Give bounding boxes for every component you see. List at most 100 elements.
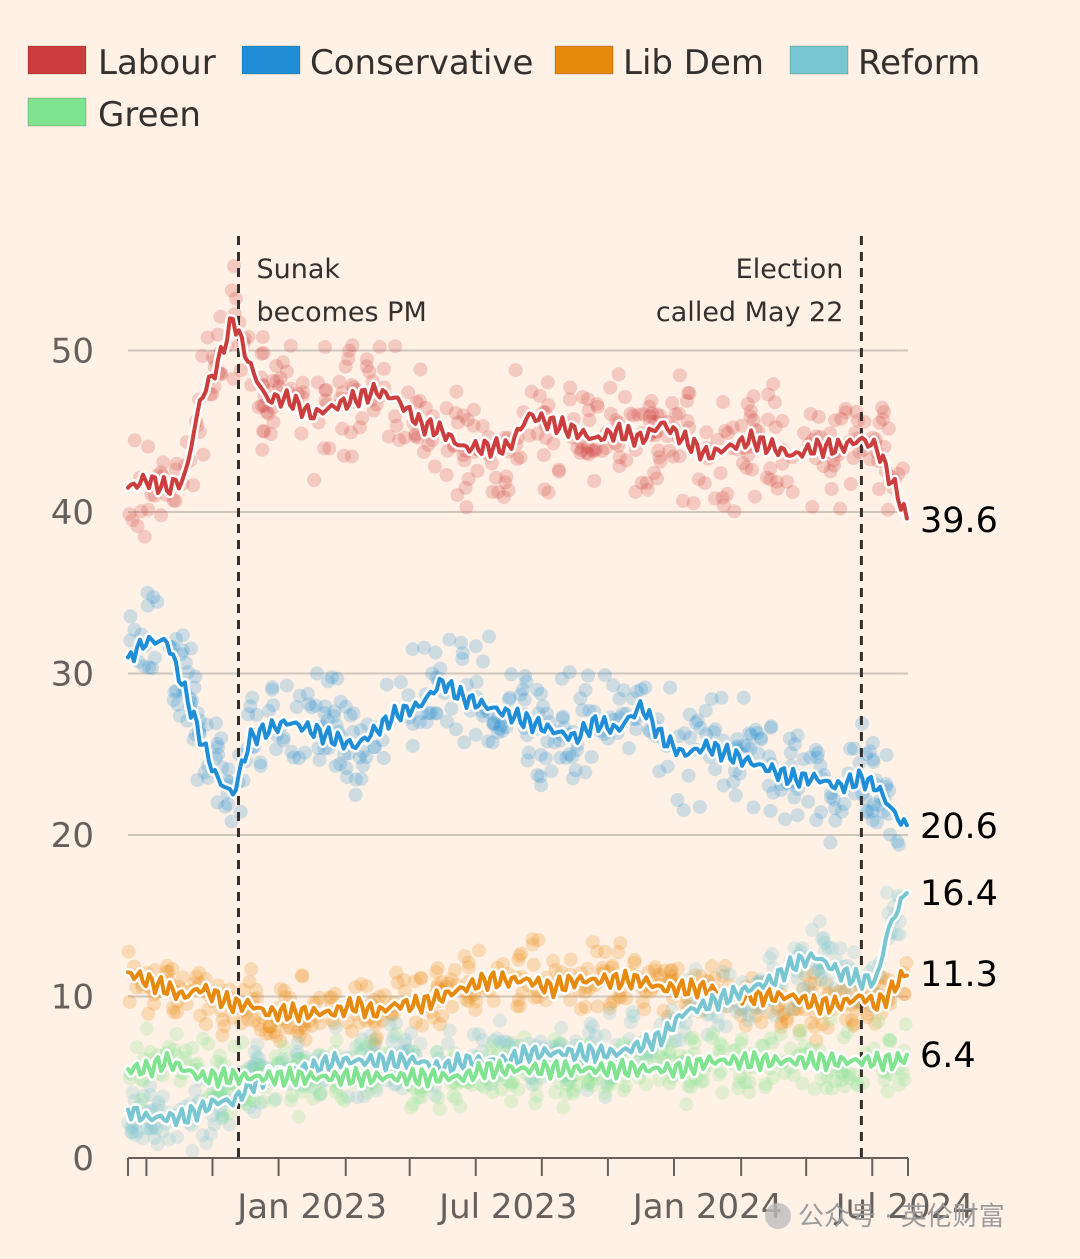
poll-dot: [746, 413, 761, 428]
poll-dot: [444, 701, 459, 716]
legend-label-conservative: Conservative: [310, 43, 533, 83]
poll-dot: [651, 443, 666, 458]
legend-swatch-conservative: [241, 45, 301, 75]
poll-dot: [816, 930, 831, 945]
poll-dot: [897, 987, 912, 1002]
poll-dot: [812, 914, 827, 929]
poll-dot: [211, 747, 226, 762]
poll-dot: [408, 974, 423, 989]
poll-dot: [684, 1080, 699, 1094]
poll-dot: [859, 803, 874, 818]
poll-dot: [775, 414, 790, 428]
poll-dot: [359, 750, 374, 765]
poll-dot: [778, 812, 792, 827]
poll-dot: [406, 1097, 421, 1111]
poll-dot: [726, 774, 741, 789]
y-tick-label-0: 0: [72, 1139, 94, 1179]
y-tick-label-50: 50: [51, 332, 94, 372]
poll-dot: [763, 803, 778, 818]
poll-dot: [834, 1073, 849, 1088]
poll-dot: [820, 974, 835, 989]
poll-dot: [512, 999, 527, 1014]
poll-dot: [199, 1017, 213, 1032]
x-tick-label-jan-2023: Jan 2023: [235, 1187, 387, 1227]
poll-dot: [475, 419, 490, 434]
poll-dot: [611, 367, 626, 382]
poll-dot: [652, 764, 667, 779]
poll-dot: [611, 990, 626, 1005]
poll-dot: [680, 413, 695, 428]
poll-dot: [221, 762, 236, 777]
poll-dot: [317, 706, 332, 720]
poll-dot: [218, 799, 233, 814]
wechat-icon: [765, 1203, 791, 1229]
poll-dot: [767, 395, 782, 410]
line-labour: [126, 316, 909, 521]
poll-dot: [253, 755, 268, 770]
poll-dot: [881, 1032, 896, 1047]
poll-dot: [475, 1033, 490, 1047]
poll-dot: [780, 1011, 795, 1026]
poll-dot: [814, 805, 828, 820]
poll-dot: [742, 1008, 757, 1023]
poll-dot: [766, 785, 781, 800]
poll-dot: [765, 946, 780, 961]
poll-dot: [319, 383, 333, 397]
poll-dot: [381, 429, 396, 444]
poll-dot: [715, 490, 730, 505]
poll-dot: [445, 999, 460, 1014]
poll-dot: [414, 1090, 429, 1105]
poll-dot: [429, 1045, 444, 1059]
poll-dot: [774, 1020, 789, 1035]
poll-dot: [821, 940, 836, 955]
poll-dot: [324, 990, 339, 1005]
poll-dot: [195, 1128, 210, 1143]
poll-dot: [255, 330, 270, 344]
poll-dot: [339, 761, 354, 776]
poll-dot: [710, 433, 725, 447]
poll-dot: [363, 1034, 378, 1049]
poll-dot: [324, 670, 339, 685]
poll-dot: [892, 927, 907, 942]
poll-dot: [405, 738, 420, 753]
poll-dot: [123, 609, 138, 624]
poll-dot: [795, 1076, 810, 1091]
poll-dot: [598, 668, 612, 683]
poll-dot: [780, 474, 795, 489]
poll-dot: [605, 958, 620, 973]
poll-dot: [397, 1036, 412, 1051]
poll-dot: [350, 1090, 365, 1105]
poll-dot: [787, 737, 802, 752]
poll-dot: [847, 1068, 862, 1082]
poll-dot: [899, 956, 914, 970]
poll-dot: [664, 963, 679, 978]
poll-dot: [738, 1075, 753, 1090]
poll-dot: [397, 430, 412, 445]
poll-dot: [697, 476, 712, 491]
poll-dot: [672, 368, 687, 383]
poll-dot: [792, 1027, 807, 1042]
poll-dot: [189, 969, 204, 984]
poll-dot: [122, 507, 137, 522]
poll-dot: [671, 406, 686, 421]
poll-dot: [166, 1005, 181, 1020]
poll-dot: [389, 1026, 404, 1041]
poll-dot: [807, 1082, 822, 1097]
poll-dot: [773, 1027, 788, 1042]
poll-dot: [595, 444, 610, 458]
poll-dot: [708, 491, 722, 506]
poll-dot: [294, 426, 309, 441]
poll-dot: [514, 946, 529, 961]
poll-dot: [312, 752, 327, 767]
poll-dot: [718, 424, 733, 438]
poll-dot: [243, 699, 258, 714]
poll-dot: [818, 943, 832, 958]
poll-dot: [241, 707, 256, 722]
poll-dot: [683, 730, 698, 745]
poll-dot: [838, 405, 853, 420]
poll-dot: [581, 1077, 595, 1092]
poll-dot: [421, 438, 436, 452]
poll-dot: [168, 462, 183, 477]
poll-dot: [326, 709, 341, 724]
poll-dot: [548, 1085, 563, 1100]
